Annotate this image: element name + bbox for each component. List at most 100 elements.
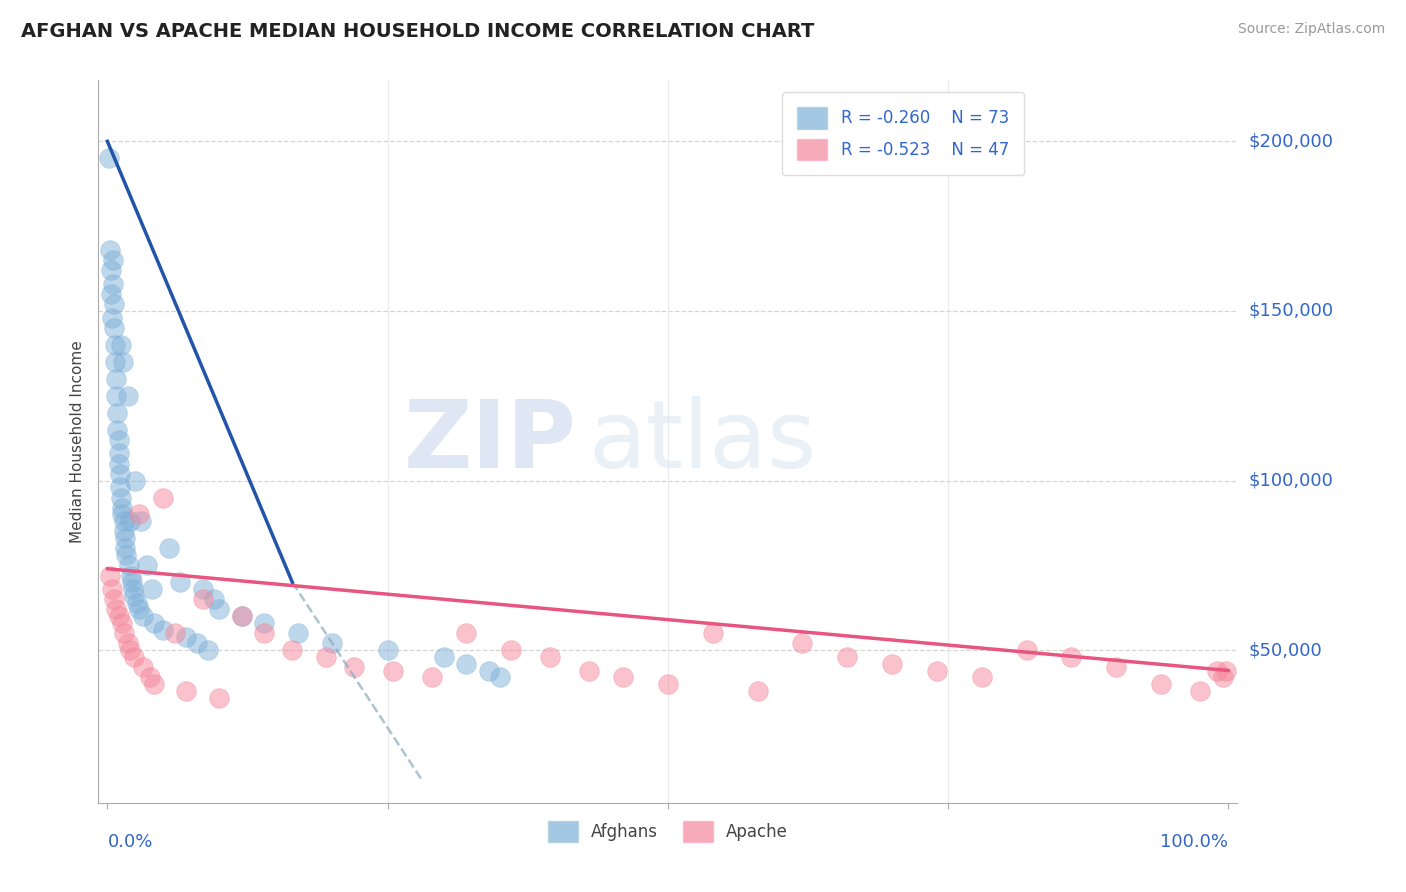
Point xyxy=(702,626,724,640)
Point xyxy=(231,609,253,624)
Point xyxy=(128,602,150,616)
Point xyxy=(163,626,186,640)
Text: $200,000: $200,000 xyxy=(1249,132,1333,151)
Point xyxy=(281,643,304,657)
Point xyxy=(143,677,166,691)
Text: Source: ZipAtlas.com: Source: ZipAtlas.com xyxy=(1237,22,1385,37)
Point xyxy=(103,592,125,607)
Point xyxy=(1212,670,1234,684)
Point xyxy=(433,649,456,664)
Point xyxy=(578,664,600,678)
Point xyxy=(208,602,231,616)
Point xyxy=(186,636,208,650)
Point xyxy=(101,253,124,268)
Point xyxy=(174,630,197,644)
Point xyxy=(112,626,135,640)
Point xyxy=(191,582,214,596)
Point xyxy=(454,657,477,671)
Point xyxy=(792,636,814,650)
Point xyxy=(124,649,146,664)
Point xyxy=(118,643,141,657)
Point xyxy=(747,684,769,698)
Point xyxy=(98,243,121,257)
Point xyxy=(115,548,138,562)
Point xyxy=(454,626,477,640)
Text: 100.0%: 100.0% xyxy=(1160,833,1229,851)
Text: atlas: atlas xyxy=(588,395,817,488)
Point xyxy=(107,457,129,471)
Point xyxy=(139,670,162,684)
Point xyxy=(124,474,146,488)
Point xyxy=(287,626,309,640)
Point xyxy=(925,664,948,678)
Point xyxy=(197,643,219,657)
Point xyxy=(107,406,129,420)
Point xyxy=(837,649,859,664)
Point xyxy=(253,615,276,630)
Point xyxy=(117,389,139,403)
Point xyxy=(1215,664,1237,678)
Point xyxy=(253,626,276,640)
Point xyxy=(100,287,122,301)
Point xyxy=(141,582,163,596)
Point xyxy=(107,446,129,460)
Point xyxy=(107,609,129,624)
Y-axis label: Median Household Income: Median Household Income xyxy=(70,340,86,543)
Point xyxy=(1060,649,1083,664)
Point xyxy=(104,338,127,352)
Point xyxy=(1189,684,1212,698)
Text: $100,000: $100,000 xyxy=(1249,472,1333,490)
Point xyxy=(152,491,174,505)
Point xyxy=(152,623,174,637)
Point xyxy=(101,582,124,596)
Point xyxy=(105,389,128,403)
Point xyxy=(422,670,444,684)
Point xyxy=(499,643,522,657)
Point xyxy=(129,514,152,528)
Point xyxy=(97,151,120,165)
Point xyxy=(477,664,499,678)
Point xyxy=(118,558,141,573)
Point xyxy=(101,277,124,291)
Point xyxy=(343,660,366,674)
Point xyxy=(1150,677,1173,691)
Point xyxy=(100,263,122,277)
Point xyxy=(657,677,679,691)
Point xyxy=(612,670,634,684)
Point xyxy=(132,660,155,674)
Point xyxy=(112,355,135,369)
Text: ZIP: ZIP xyxy=(404,395,576,488)
Point xyxy=(191,592,214,607)
Point xyxy=(108,480,131,494)
Point xyxy=(880,657,903,671)
Text: AFGHAN VS APACHE MEDIAN HOUSEHOLD INCOME CORRELATION CHART: AFGHAN VS APACHE MEDIAN HOUSEHOLD INCOME… xyxy=(21,22,814,41)
Point xyxy=(132,609,155,624)
Point xyxy=(107,423,129,437)
Point xyxy=(108,467,131,481)
Point xyxy=(538,649,561,664)
Point xyxy=(231,609,253,624)
Point xyxy=(1105,660,1128,674)
Point xyxy=(970,670,993,684)
Point xyxy=(112,524,135,539)
Point xyxy=(125,596,148,610)
Text: $150,000: $150,000 xyxy=(1249,302,1333,320)
Point xyxy=(105,372,128,386)
Point xyxy=(121,575,143,590)
Point xyxy=(202,592,225,607)
Point xyxy=(174,684,197,698)
Point xyxy=(103,321,125,335)
Point xyxy=(488,670,510,684)
Text: 0.0%: 0.0% xyxy=(107,833,153,851)
Point xyxy=(110,338,132,352)
Point xyxy=(124,589,146,603)
Point xyxy=(169,575,191,590)
Point xyxy=(122,582,145,596)
Point xyxy=(111,508,134,522)
Point xyxy=(1015,643,1038,657)
Point xyxy=(98,568,121,582)
Point xyxy=(114,541,136,556)
Point xyxy=(117,636,139,650)
Point xyxy=(135,558,157,573)
Point xyxy=(111,500,134,515)
